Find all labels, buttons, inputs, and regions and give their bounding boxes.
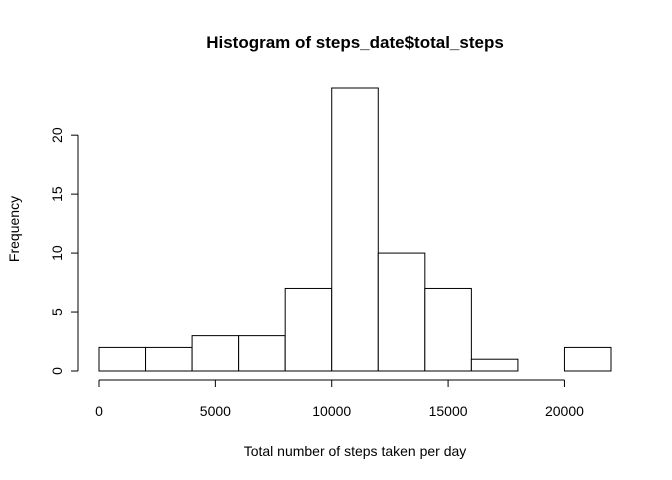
y-tick-label: 15 bbox=[49, 186, 65, 202]
histogram-bar bbox=[377, 252, 426, 372]
y-tick-label: 0 bbox=[49, 367, 65, 375]
x-tick-label: 20000 bbox=[545, 403, 584, 419]
y-axis-label: Frequency bbox=[6, 196, 22, 262]
x-tick-label: 5000 bbox=[200, 403, 231, 419]
y-tick-label: 5 bbox=[49, 308, 65, 316]
histogram-bar bbox=[238, 335, 286, 372]
y-tick-label: 20 bbox=[49, 127, 65, 143]
x-tick-label: 15000 bbox=[429, 403, 468, 419]
x-tick-label: 10000 bbox=[312, 403, 351, 419]
x-axis: 0 5000 10000 15000 20000 bbox=[95, 379, 584, 419]
x-axis-label: Total number of steps taken per day bbox=[244, 443, 467, 459]
bars-group bbox=[98, 87, 612, 372]
y-axis: 0 5 10 15 20 bbox=[49, 127, 79, 375]
histogram-bar bbox=[145, 346, 193, 372]
x-tick-label: 0 bbox=[95, 403, 103, 419]
histogram-bar bbox=[331, 87, 379, 372]
histogram-bar bbox=[284, 287, 333, 372]
chart-title: Histogram of steps_date$total_steps bbox=[206, 33, 504, 52]
histogram-bar bbox=[424, 287, 472, 372]
histogram-bar bbox=[470, 358, 519, 372]
histogram-bar bbox=[191, 335, 240, 372]
histogram-bar bbox=[563, 346, 612, 372]
histogram-bar bbox=[98, 346, 147, 372]
y-tick-label: 10 bbox=[49, 245, 65, 261]
